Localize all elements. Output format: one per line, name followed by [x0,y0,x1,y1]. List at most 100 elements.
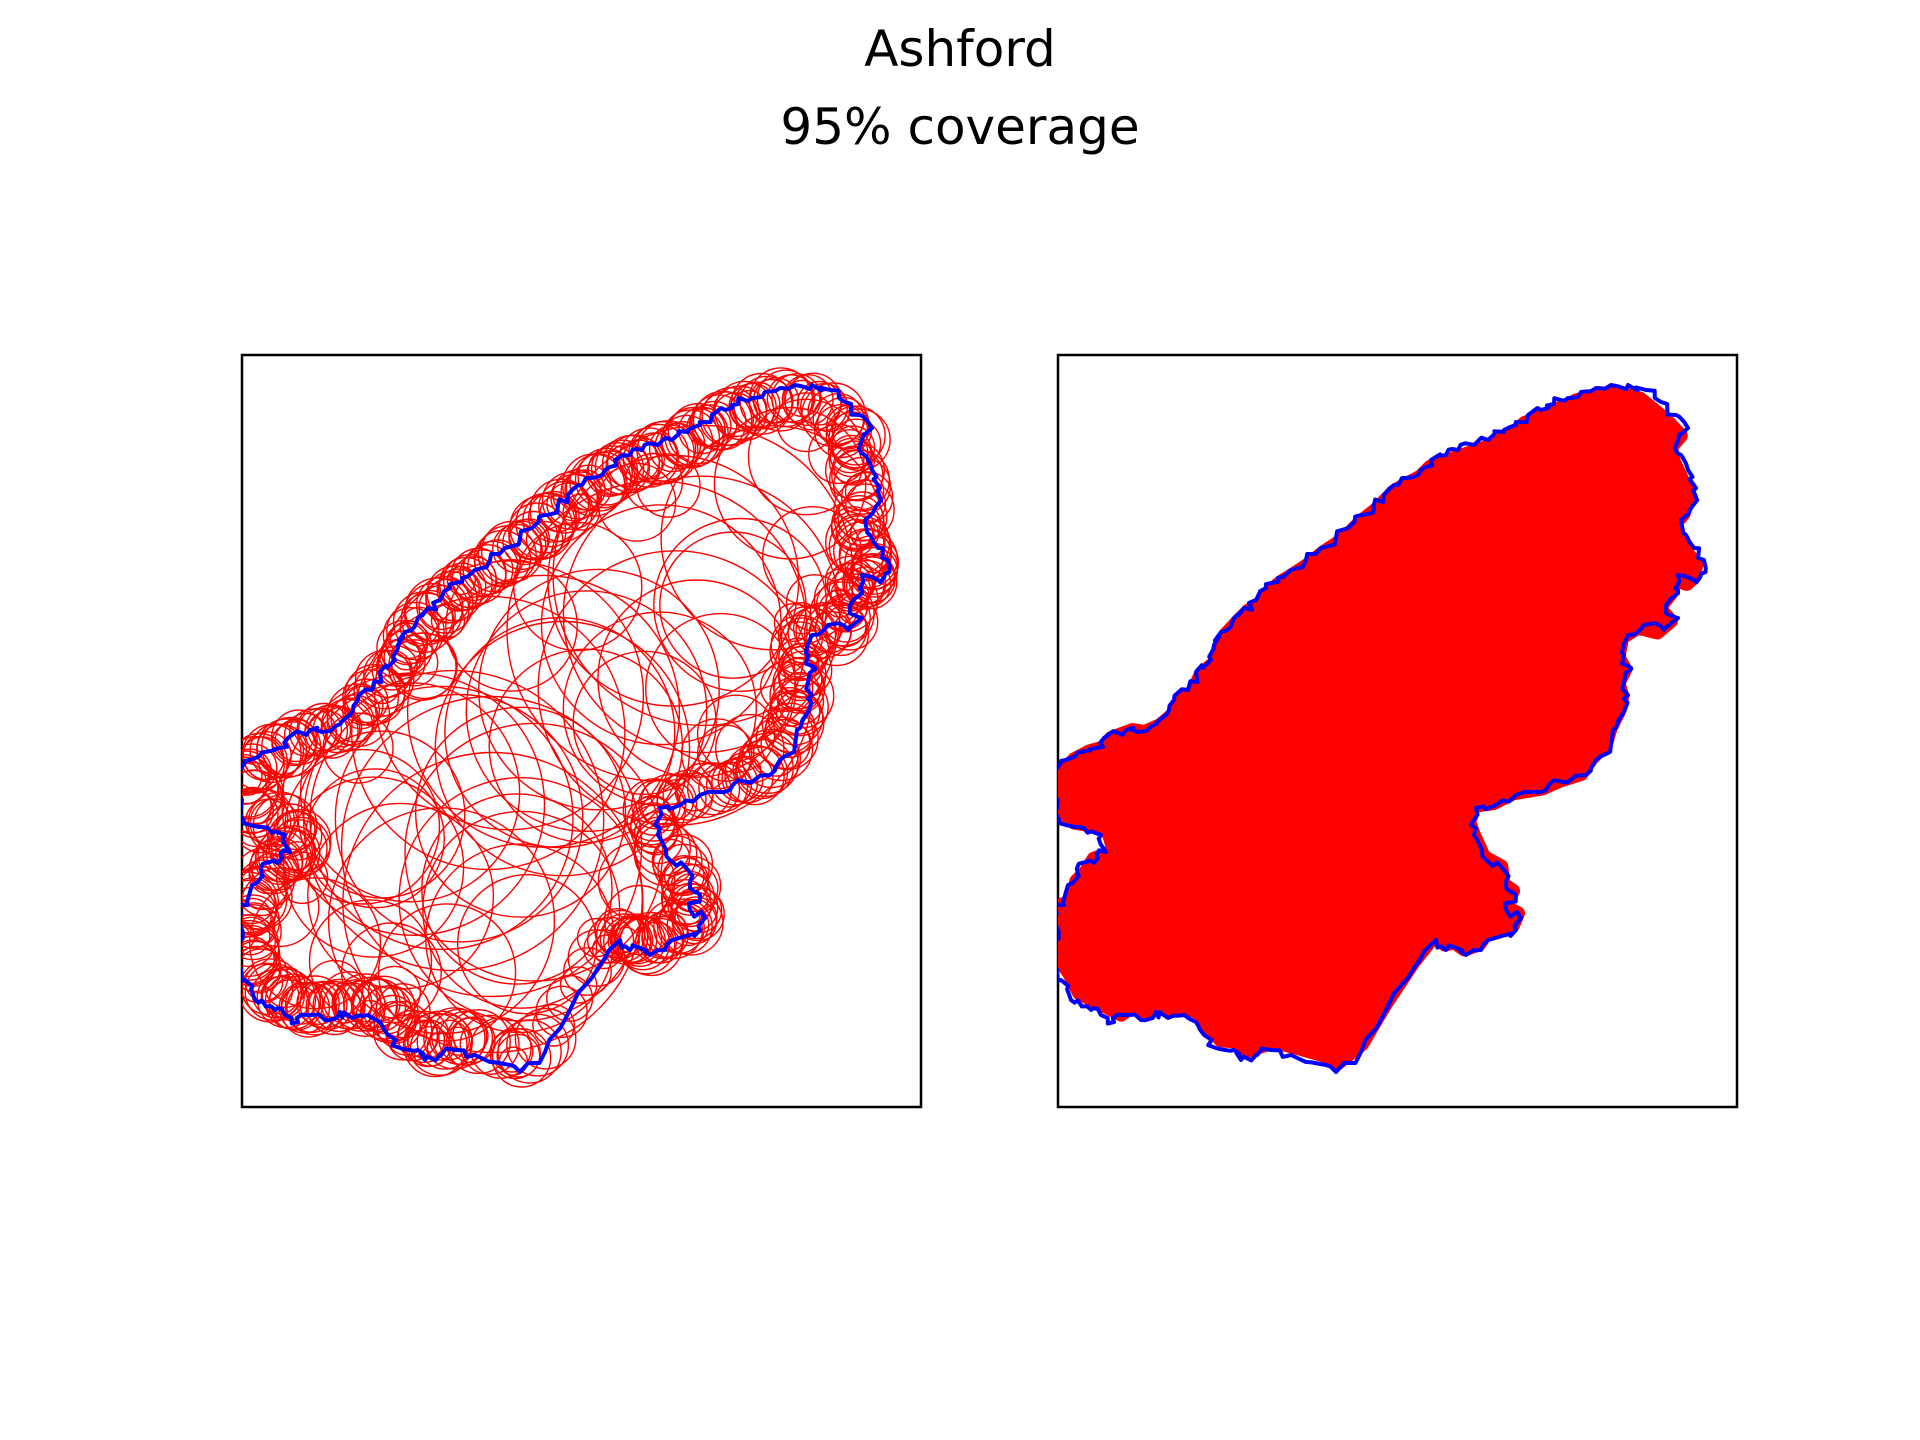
coverage-circle [386,601,445,661]
coverage-circle [270,709,327,766]
coverage-circle [249,877,382,1010]
map-title: Ashford [864,20,1056,78]
coverage-circle [465,590,708,832]
circle-coverage-panel [240,353,923,1109]
coverage-circle [382,607,440,665]
coverage-circle [636,453,701,518]
coverage-circle [496,520,547,571]
coverage-circle [760,661,811,713]
coverage-circle [350,595,626,871]
coverage-circle [773,603,813,643]
coverage-circle [696,694,776,773]
coverage-circle [651,835,703,887]
coverage-circle [305,982,353,1030]
coverage-circle [398,777,644,1022]
coverage-circle [312,978,366,1033]
coverage-circle [506,1013,570,1077]
coverage-circle [562,611,757,806]
coverage-subtitle: 95% coverage [780,98,1140,156]
coverage-circle [418,584,464,631]
coverage-circle [445,559,578,692]
coverage-circle [446,565,476,596]
coverage-circle [597,579,796,778]
coverage-circle [604,884,675,956]
coverage-circle [535,985,588,1038]
coverage-circle [833,479,895,541]
coverage-circle [622,778,687,842]
coverage-circle [334,693,584,943]
coverage-circle [431,1008,488,1065]
coverage-circle [331,979,382,1030]
coverage-circle [597,842,676,921]
coverage-circle [491,523,542,574]
coverage-circle [404,722,664,982]
coverage-circle [466,540,519,593]
coverage-circle [597,462,677,542]
coverage-circle [698,762,749,813]
coverage-circle [785,574,844,632]
coverage-circle [444,616,676,849]
coverage-circle [594,439,651,495]
district-boundary [242,383,892,1074]
coverage-circle [242,902,282,961]
coverage-circle [537,550,814,826]
coverage-circle [721,751,774,804]
coverage-circle [242,921,256,952]
coverage-circle [559,966,598,1004]
coverage-circle [648,424,697,473]
coverage-circle [813,567,879,633]
coverage-circle [830,506,875,551]
coverage-circle [421,793,613,985]
coverage-circle [778,656,823,702]
coverage-circle [443,1026,473,1056]
coverage-circle [814,603,868,657]
coverage-circle [653,517,828,693]
coverage-circle [590,442,645,496]
coverage-circle [414,706,627,918]
coverage-circle [506,480,808,782]
coverage-circle [367,965,421,1019]
coverage-circle [304,768,446,909]
coverage-circle [478,568,720,811]
coverage-circle [242,871,279,934]
coverage-circle [603,916,652,965]
coverage-circle [459,1014,520,1075]
coverage-circle [242,769,283,825]
coverage-circle [456,874,598,1015]
coverage-circle [624,452,684,512]
coverage-circle [375,983,431,1039]
coverage-circle [322,712,394,784]
coverage-circle [445,1009,511,1075]
coverage-circle [308,899,433,1023]
coverage-circle [242,914,276,968]
district-boundary [1058,383,1708,1074]
coverage-circle [572,650,717,795]
coverage-circle [264,966,307,1009]
coverage-circle [274,718,318,763]
coverage-circle [550,473,598,522]
coverage-circle [796,380,842,426]
coverage-circle [855,528,885,558]
coverage-circle [434,620,691,877]
coverage-circle [425,843,615,1034]
coverage-circle [430,603,466,638]
coverage-circle [436,568,480,612]
coverage-circle [713,406,867,560]
coverage-circle [299,980,348,1029]
filled-coverage-panel [1056,353,1739,1109]
coverage-circle [808,423,869,485]
coverage-circle [309,685,574,951]
coverage-circle [242,867,320,948]
coverage-circle [242,962,294,1015]
coverage-circle [674,896,718,940]
coverage-circle [371,649,413,691]
coverage-circle [307,802,495,990]
coverage-circle [514,1007,577,1070]
coverage-circle [275,851,329,904]
coverage-circle [717,756,764,803]
coverage-circle [282,776,465,958]
coverage-circle [242,735,285,794]
coverage-circle [242,859,289,911]
coverage-circle [652,833,714,895]
